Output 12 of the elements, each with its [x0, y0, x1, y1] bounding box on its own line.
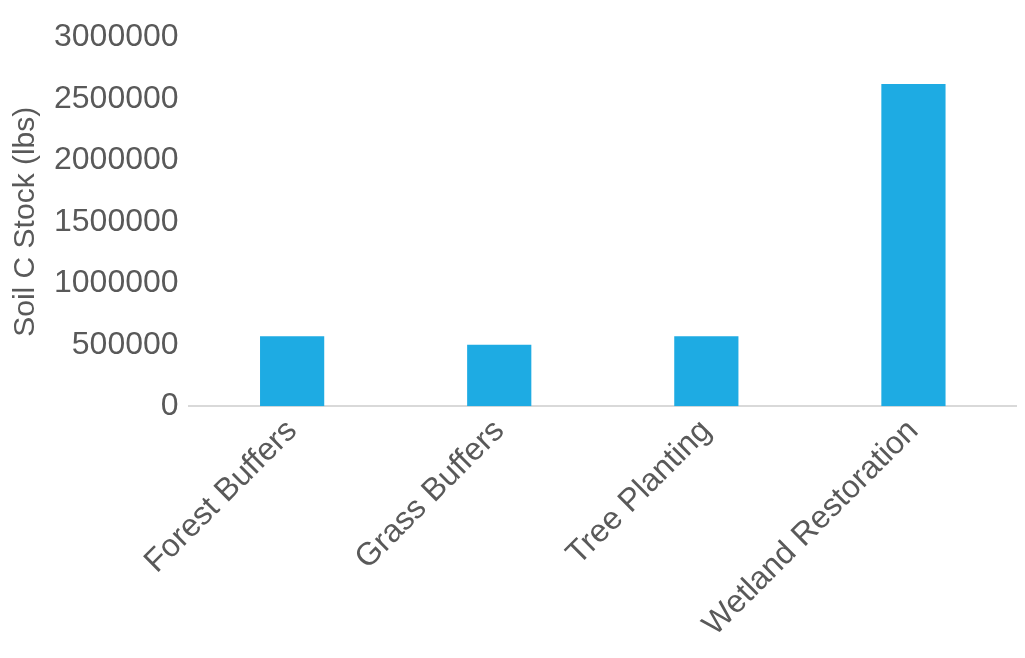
bar — [674, 336, 739, 407]
y-tick-label: 1500000 — [54, 201, 179, 238]
y-tick-label: 500000 — [71, 324, 179, 361]
bar — [260, 336, 325, 407]
y-tick-label: 3000000 — [54, 17, 179, 54]
y-axis-title: Soil C Stock (lbs) — [7, 106, 41, 337]
bar — [881, 83, 946, 407]
y-tick-label: 1000000 — [54, 263, 179, 300]
y-tick-label: 2500000 — [54, 78, 179, 115]
bar — [467, 344, 532, 407]
y-tick-label: 2000000 — [54, 140, 179, 177]
y-tick-label: 0 — [160, 386, 179, 423]
